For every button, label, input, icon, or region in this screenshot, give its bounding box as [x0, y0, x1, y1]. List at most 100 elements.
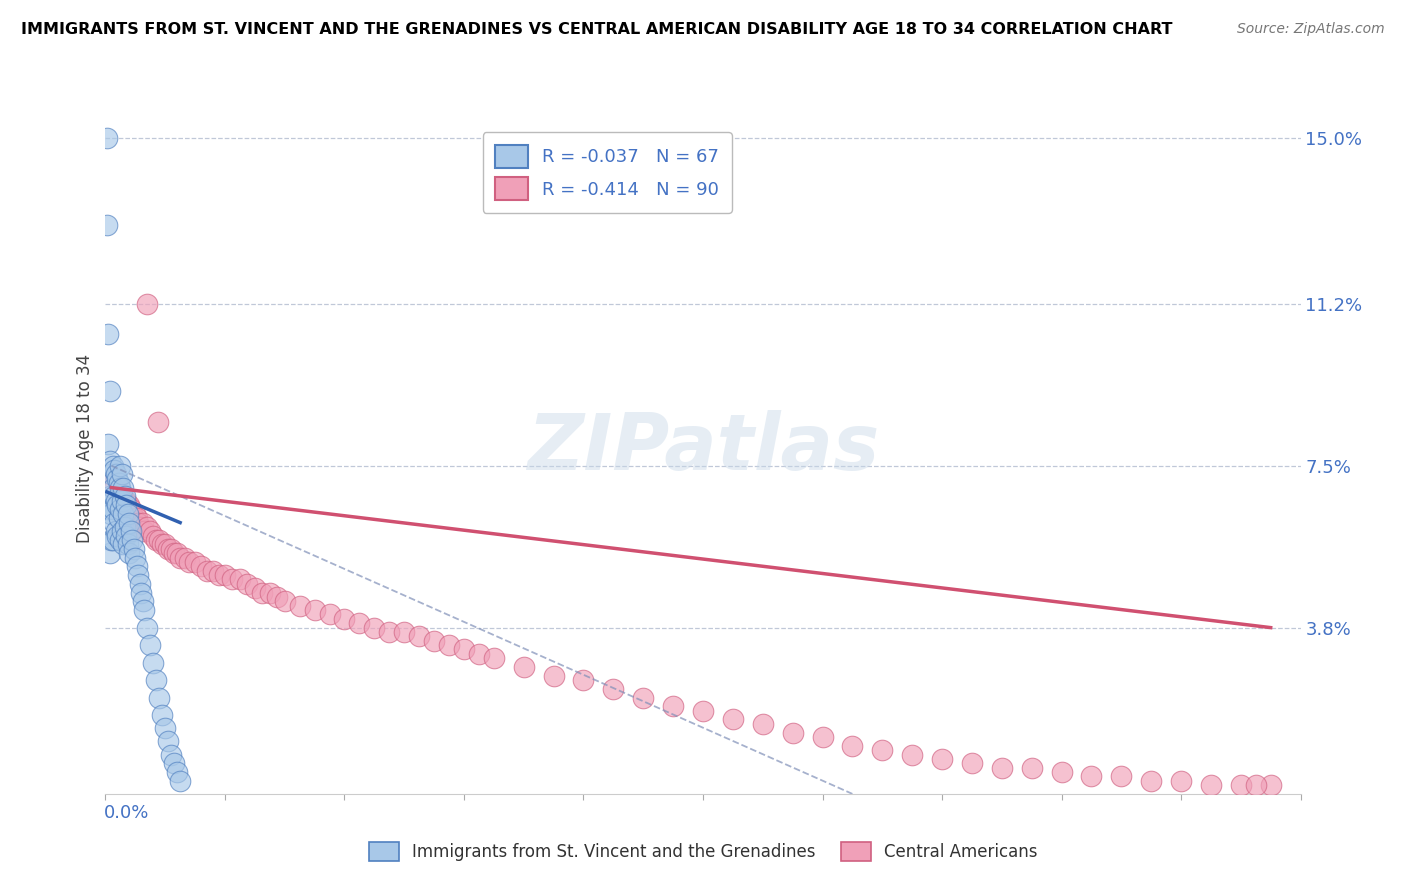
Point [118, 546, 141, 560]
Point [202, 564, 225, 578]
Point [633, 690, 655, 705]
Point [121, 533, 143, 548]
Point [453, 642, 475, 657]
Point [252, 585, 274, 599]
Point [221, 573, 243, 587]
Point [110, 502, 132, 516]
Point [120, 524, 142, 539]
Point [1021, 761, 1043, 775]
Point [266, 590, 288, 604]
Point [100, 507, 122, 521]
Point [184, 555, 207, 569]
Legend: Immigrants from St. Vincent and the Grenadines, Central Americans: Immigrants from St. Vincent and the Gren… [361, 835, 1045, 868]
Point [103, 481, 125, 495]
Point [1050, 764, 1073, 779]
Point [169, 550, 191, 565]
Point [931, 752, 953, 766]
Point [190, 559, 212, 574]
Point [721, 713, 744, 727]
Point [146, 415, 169, 429]
Point [129, 585, 153, 599]
Point [112, 498, 135, 512]
Point [408, 629, 430, 643]
Point [872, 743, 894, 757]
Point [148, 690, 170, 705]
Point [662, 699, 685, 714]
Point [98, 489, 121, 503]
Point [111, 467, 134, 482]
Point [136, 520, 159, 534]
Point [101, 502, 124, 516]
Point [110, 485, 132, 500]
Point [166, 764, 188, 779]
Point [482, 651, 505, 665]
Point [157, 541, 180, 556]
Point [173, 550, 195, 565]
Point [115, 529, 138, 543]
Point [114, 520, 136, 534]
Point [104, 467, 127, 482]
Point [103, 489, 125, 503]
Point [100, 533, 122, 548]
Point [1260, 778, 1282, 792]
Point [97, 437, 120, 451]
Point [103, 516, 125, 530]
Point [127, 568, 149, 582]
Point [692, 704, 714, 718]
Point [136, 621, 159, 635]
Point [150, 537, 173, 551]
Point [121, 507, 143, 521]
Point [97, 502, 120, 516]
Point [96, 130, 118, 145]
Point [378, 625, 401, 640]
Point [101, 458, 124, 473]
Point [114, 489, 136, 503]
Point [195, 564, 218, 578]
Point [1229, 778, 1253, 792]
Point [112, 537, 135, 551]
Point [107, 498, 129, 512]
Point [208, 568, 231, 582]
Point [134, 603, 156, 617]
Point [110, 458, 132, 473]
Point [100, 467, 122, 482]
Point [333, 612, 356, 626]
Point [1140, 773, 1163, 788]
Point [107, 472, 129, 486]
Point [108, 476, 131, 491]
Y-axis label: Disability Age 18 to 34: Disability Age 18 to 34 [76, 353, 94, 543]
Text: IMMIGRANTS FROM ST. VINCENT AND THE GRENADINES VS CENTRAL AMERICAN DISABILITY AG: IMMIGRANTS FROM ST. VINCENT AND THE GREN… [21, 22, 1173, 37]
Point [145, 533, 167, 548]
Point [127, 516, 149, 530]
Point [124, 507, 146, 521]
Point [128, 577, 150, 591]
Point [155, 537, 177, 551]
Point [169, 773, 191, 788]
Point [112, 481, 135, 495]
Point [160, 541, 183, 556]
Point [602, 681, 624, 696]
Point [214, 568, 236, 582]
Point [572, 673, 595, 687]
Point [811, 730, 834, 744]
Point [118, 516, 141, 530]
Point [104, 493, 127, 508]
Point [1111, 769, 1133, 783]
Point [145, 673, 167, 687]
Point [1199, 778, 1222, 792]
Point [751, 717, 773, 731]
Point [394, 625, 416, 640]
Point [177, 555, 201, 569]
Point [349, 616, 371, 631]
Point [513, 660, 536, 674]
Text: ZIPatlas: ZIPatlas [527, 410, 879, 486]
Point [125, 511, 148, 525]
Point [114, 502, 136, 516]
Point [139, 524, 162, 539]
Point [98, 384, 121, 399]
Text: 0.0%: 0.0% [104, 804, 149, 822]
Point [134, 524, 156, 539]
Point [117, 507, 139, 521]
Point [132, 516, 155, 530]
Point [122, 541, 145, 556]
